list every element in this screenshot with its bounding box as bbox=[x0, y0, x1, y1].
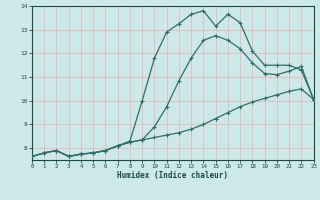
X-axis label: Humidex (Indice chaleur): Humidex (Indice chaleur) bbox=[117, 171, 228, 180]
